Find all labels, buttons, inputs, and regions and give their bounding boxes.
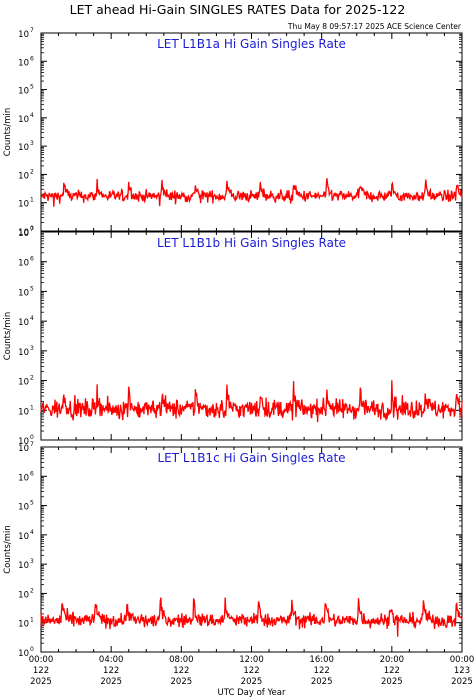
x-tick-year: 2025: [451, 677, 473, 687]
x-axis-label: UTC Day of Year: [218, 688, 286, 698]
y-tick-label: 10: [18, 228, 29, 238]
y-tick-label: 10: [18, 288, 29, 298]
generation-timestamp: Thu May 8 09:57:17 2025 ACE Science Cent…: [287, 22, 461, 31]
y-tick-exponent: 1: [30, 404, 34, 411]
y-tick-exponent: 7: [30, 226, 34, 233]
y-tick-exponent: 2: [30, 375, 34, 382]
y-tick-label: 10: [18, 532, 29, 542]
y-tick-label: 10: [18, 348, 29, 358]
y-tick-label: 10: [18, 115, 29, 125]
y-tick-label: 10: [18, 407, 29, 417]
x-tick-time: 20:00: [380, 655, 405, 665]
y-tick-exponent: 0: [30, 225, 34, 232]
y-tick-label: 10: [18, 259, 29, 269]
y-tick-label: 10: [18, 143, 29, 153]
panel-title: LET L1B1c Hi Gain Singles Rate: [157, 451, 345, 465]
y-tick-exponent: 7: [30, 27, 34, 34]
data-series-line: [40, 380, 463, 423]
x-tick-day: 122: [243, 666, 259, 676]
y-tick-exponent: 6: [30, 55, 34, 62]
x-tick-time: 12:00: [239, 655, 264, 665]
y-tick-label: 10: [18, 437, 29, 447]
y-tick-exponent: 0: [30, 646, 34, 653]
y-tick-exponent: 5: [30, 500, 34, 507]
chart-panel-3: LET L1B1c Hi Gain Singles Rate Counts/min…: [3, 441, 463, 659]
x-tick-day: 122: [173, 666, 189, 676]
y-tick-exponent: 1: [30, 617, 34, 624]
y-tick-exponent: 6: [30, 470, 34, 477]
y-tick-label: 10: [18, 378, 29, 388]
x-tick-day: 122: [314, 666, 330, 676]
y-tick-label: 10: [18, 318, 29, 328]
y-tick-label: 10: [18, 561, 29, 571]
chart-panel-2: LET L1B1b Hi Gain Singles Rate Counts/min…: [3, 226, 463, 447]
x-tick-time: 16:00: [309, 655, 334, 665]
y-tick-label: 10: [18, 30, 29, 40]
y-axis-label: Counts/min: [3, 312, 13, 361]
y-tick-exponent: 2: [30, 168, 34, 175]
y-tick-label: 10: [18, 473, 29, 483]
x-tick-year: 2025: [100, 677, 122, 687]
y-tick-exponent: 4: [30, 529, 34, 536]
x-tick-day: 122: [384, 666, 400, 676]
x-tick-time: 08:00: [169, 655, 194, 665]
y-tick-label: 10: [18, 200, 29, 210]
y-axis-label: Counts/min: [3, 108, 13, 157]
y-tick-exponent: 4: [30, 315, 34, 322]
y-axis-label: Counts/min: [3, 525, 13, 574]
y-tick-label: 10: [18, 590, 29, 600]
y-tick-label: 10: [18, 87, 29, 97]
y-tick-exponent: 0: [30, 434, 34, 441]
x-tick-year: 2025: [241, 677, 263, 687]
chart-panel-1: LET L1B1a Hi Gain Singles Rate Counts/min…: [3, 27, 463, 238]
data-series-line: [40, 597, 463, 637]
x-tick-year: 2025: [30, 677, 52, 687]
y-tick-label: 10: [18, 229, 29, 239]
panel-title: LET L1B1b Hi Gain Singles Rate: [157, 236, 346, 250]
y-tick-label: 10: [18, 58, 29, 68]
x-tick-time: 04:00: [99, 655, 124, 665]
y-tick-exponent: 5: [30, 84, 34, 91]
y-tick-exponent: 3: [30, 345, 34, 352]
panel-title: LET L1B1a Hi Gain Singles Rate: [157, 37, 346, 51]
data-series-line: [40, 178, 463, 207]
y-tick-exponent: 4: [30, 112, 34, 119]
y-tick-exponent: 1: [30, 197, 34, 204]
x-tick-year: 2025: [171, 677, 193, 687]
y-tick-label: 10: [18, 620, 29, 630]
y-tick-label: 10: [18, 444, 29, 454]
x-tick-day: 122: [103, 666, 119, 676]
y-tick-label: 10: [18, 171, 29, 181]
plot-frame: [40, 32, 463, 232]
y-tick-exponent: 2: [30, 587, 34, 594]
x-tick-time: 00:00: [450, 655, 475, 665]
y-tick-label: 10: [18, 503, 29, 513]
x-tick-day: 122: [33, 666, 49, 676]
y-tick-exponent: 6: [30, 256, 34, 263]
y-tick-label: 10: [18, 649, 29, 659]
y-tick-exponent: 3: [30, 558, 34, 565]
y-tick-exponent: 5: [30, 285, 34, 292]
x-tick-year: 2025: [311, 677, 333, 687]
x-tick-day: 123: [454, 666, 470, 676]
y-tick-exponent: 3: [30, 140, 34, 147]
y-tick-exponent: 7: [30, 441, 34, 448]
x-tick-time: 00:00: [29, 655, 54, 665]
x-tick-year: 2025: [381, 677, 403, 687]
chart-main-title: LET ahead Hi-Gain SINGLES RATES Data for…: [69, 2, 406, 17]
